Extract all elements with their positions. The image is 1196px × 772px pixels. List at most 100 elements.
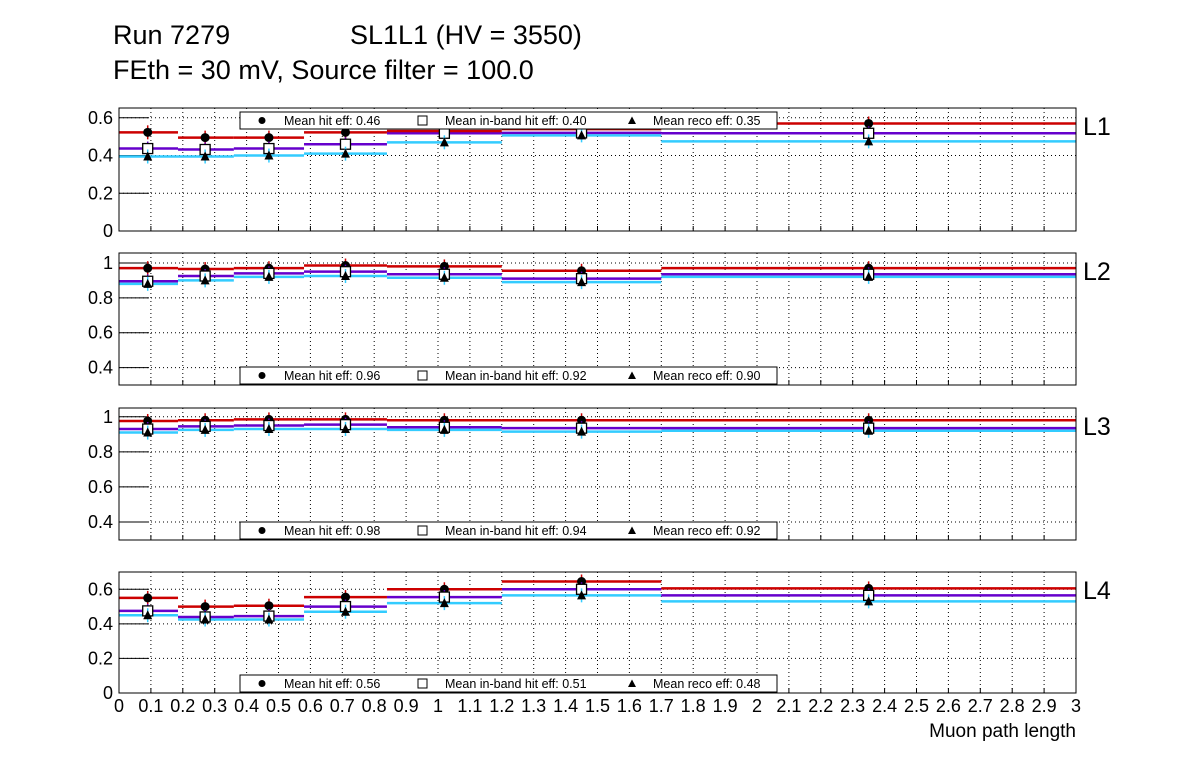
- panel-l2: 0.4 0.6 0.8 1 Mean hit eff: 0.96 Mean in-band…: [88, 252, 1111, 386]
- panel-frame: [118, 252, 1077, 386]
- title-chamber: SL1L1 (HV = 3550): [350, 20, 582, 50]
- x-tick-label: 0: [114, 696, 124, 716]
- x-tick-label: 0.8: [362, 696, 387, 716]
- x-tick-label: 2.3: [840, 696, 865, 716]
- legend-marker-inband: [417, 115, 428, 126]
- legend-marker-reco: [628, 116, 636, 124]
- title-subtitle: FEth = 30 mV, Source filter = 100.0: [113, 55, 534, 85]
- legend-marker-inband: [417, 370, 428, 381]
- layer-label: L3: [1083, 413, 1111, 441]
- panel-l4: 0 0.1 0.2 0.3 0.4 0.5 0.6 0.7 0.8 0.9 1 1.1 1.2 1.3 1.…: [88, 571, 1111, 716]
- x-tick-label: 0.2: [170, 696, 195, 716]
- panel-l1: 0 0.2 0.4 0.6 Mean hit eff: 0.46 Mean in-band…: [88, 107, 1111, 241]
- y-tick-label: 1: [103, 407, 113, 427]
- legend-entry: Mean hit eff: 0.46: [284, 114, 380, 128]
- marker-reco: [200, 151, 210, 161]
- legend-marker-hit: [258, 372, 266, 379]
- legend: Mean hit eff: 0.96 Mean in-band hit eff: …: [239, 366, 778, 385]
- marker-hit: [264, 133, 274, 143]
- panel-l3: 0.4 0.6 0.8 1 Mean hit eff: 0.98 Mean in-band…: [88, 407, 1111, 541]
- marker-hit: [143, 127, 153, 137]
- x-tick-label: 0.9: [394, 696, 419, 716]
- legend-marker-hit: [258, 680, 266, 687]
- legend-entry: Mean hit eff: 0.56: [284, 677, 380, 691]
- x-tick-label: 2.9: [1032, 696, 1057, 716]
- marker-reco: [264, 271, 274, 281]
- marker-reco: [864, 271, 874, 281]
- x-tick-label: 3: [1071, 696, 1081, 716]
- panel-frame: [118, 571, 1077, 694]
- panel-frame: [118, 407, 1077, 541]
- x-tick-label: 2.6: [936, 696, 961, 716]
- y-tick-label: 1: [103, 253, 113, 273]
- legend-box: [239, 366, 778, 385]
- legend-entry: Mean reco eff: 0.92: [653, 524, 761, 538]
- marker-reco: [864, 596, 874, 606]
- legend-entry: Mean reco eff: 0.90: [653, 369, 761, 383]
- x-tick-label: 2.8: [1000, 696, 1025, 716]
- marker-reco: [264, 614, 274, 624]
- marker-reco: [264, 424, 274, 434]
- y-tick-label: 0.4: [88, 358, 113, 378]
- marker-reco: [340, 606, 350, 616]
- legend-box: [239, 674, 778, 693]
- y-tick-label: 0.4: [88, 512, 113, 532]
- legend-entry: Mean hit eff: 0.96: [284, 369, 380, 383]
- marker-reco: [340, 271, 350, 281]
- x-tick-label: 1.2: [489, 696, 514, 716]
- marker-hit: [200, 602, 210, 612]
- marker-hit: [264, 601, 274, 611]
- legend-entry: Mean in-band hit eff: 0.40: [445, 114, 587, 128]
- x-tick-label: 2.2: [808, 696, 833, 716]
- y-tick-label: 0.4: [88, 614, 113, 634]
- legend-entry: Mean in-band hit eff: 0.51: [445, 677, 587, 691]
- marker-reco: [200, 275, 210, 285]
- legend-marker-hit: [258, 527, 266, 534]
- legend-entry: Mean in-band hit eff: 0.94: [445, 524, 587, 538]
- legend-box: [239, 521, 778, 540]
- layer-label: L2: [1083, 258, 1111, 286]
- legend: Mean hit eff: 0.46 Mean in-band hit eff: …: [239, 111, 778, 130]
- marker-hit: [143, 263, 153, 273]
- x-tick-label: 2.1: [776, 696, 801, 716]
- x-tick-label: 2: [752, 696, 762, 716]
- y-tick-label: 0: [103, 221, 113, 241]
- x-tick-label: 0.5: [266, 696, 291, 716]
- marker-hit: [200, 133, 210, 143]
- x-tick-label: 1: [433, 696, 443, 716]
- x-tick-label: 1.1: [457, 696, 482, 716]
- marker-reco: [143, 610, 153, 620]
- title-run: Run 7279: [113, 20, 230, 50]
- y-tick-label: 0.2: [88, 648, 113, 668]
- legend-marker-reco: [628, 526, 636, 534]
- marker-reco: [200, 614, 210, 624]
- x-tick-label: 1.5: [585, 696, 610, 716]
- legend-marker-hit: [258, 117, 266, 124]
- x-tick-label: 0.4: [234, 696, 259, 716]
- marker-hit: [143, 416, 153, 426]
- x-tick-label: 1.9: [713, 696, 738, 716]
- x-tick-label: 0.3: [202, 696, 227, 716]
- x-axis-label: Muon path length: [929, 721, 1076, 742]
- marker-hit: [143, 593, 153, 603]
- marker-reco: [577, 130, 587, 140]
- legend-entry: Mean reco eff: 0.48: [653, 677, 761, 691]
- legend-entry: Mean hit eff: 0.98: [284, 524, 380, 538]
- x-tick-label: 1.6: [617, 696, 642, 716]
- y-tick-label: 0.6: [88, 477, 113, 497]
- y-tick-label: 0.8: [88, 442, 113, 462]
- marker-reco: [143, 151, 153, 161]
- x-tick-label: 2.5: [904, 696, 929, 716]
- marker-reco: [439, 424, 449, 434]
- legend-marker-reco: [628, 679, 636, 687]
- marker-reco: [577, 426, 587, 436]
- marker-reco: [577, 277, 587, 287]
- marker-hit: [340, 127, 350, 137]
- marker-reco: [264, 150, 274, 160]
- legend-entry: Mean in-band hit eff: 0.92: [445, 369, 587, 383]
- legend-marker-inband: [417, 678, 428, 689]
- x-tick-label: 2.4: [872, 696, 897, 716]
- marker-reco: [864, 136, 874, 146]
- x-tick-label: 0.7: [330, 696, 355, 716]
